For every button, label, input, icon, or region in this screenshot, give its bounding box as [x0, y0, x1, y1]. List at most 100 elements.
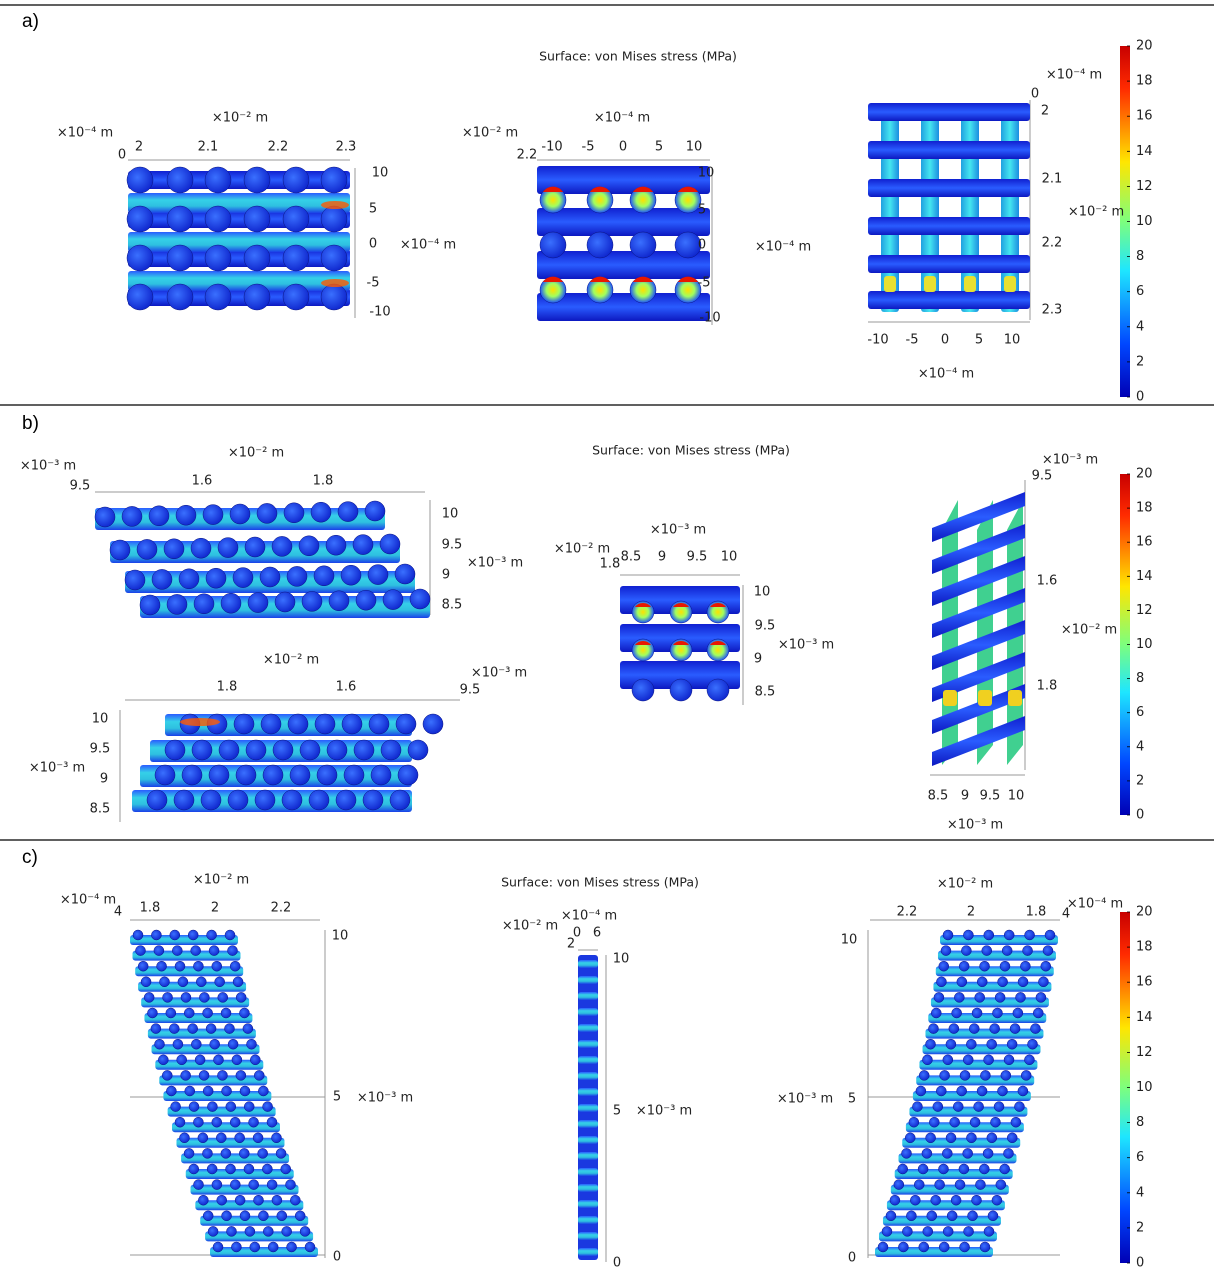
axis-label: ×10⁻⁴ m	[594, 111, 650, 126]
node	[630, 232, 656, 258]
colorbar-tick-label: 14	[1136, 144, 1153, 159]
node	[922, 1148, 932, 1158]
colorbar-tick-label: 8	[1136, 1115, 1144, 1130]
node	[894, 1180, 904, 1190]
node	[898, 1164, 908, 1174]
hotspot	[1004, 276, 1016, 292]
node	[927, 1211, 937, 1221]
node	[972, 1008, 982, 1018]
hotspot	[321, 279, 349, 287]
node	[1038, 977, 1048, 987]
rod	[155, 1060, 263, 1070]
node	[205, 245, 231, 271]
node	[987, 1039, 997, 1049]
axis-label: -5	[367, 276, 380, 291]
node	[934, 992, 944, 1002]
axis-label: 1.8	[1037, 679, 1058, 694]
axis-label: 2	[211, 901, 219, 916]
node	[966, 1039, 976, 1049]
node	[886, 1211, 896, 1221]
node	[1030, 1024, 1040, 1034]
node	[408, 740, 428, 760]
node	[277, 1211, 287, 1221]
rod	[578, 1024, 598, 1032]
node	[257, 503, 277, 523]
rod	[159, 1075, 267, 1085]
node	[233, 977, 243, 987]
node	[961, 946, 971, 956]
node	[321, 245, 347, 271]
rod	[895, 1169, 1013, 1179]
node	[707, 679, 729, 701]
rod	[141, 997, 249, 1007]
node	[954, 992, 964, 1002]
node	[216, 1133, 226, 1143]
node	[167, 206, 193, 232]
rod	[128, 271, 350, 291]
axis-label: 8.5	[621, 550, 642, 565]
node	[263, 765, 283, 785]
rod	[168, 1107, 276, 1117]
axis-label: 10	[1008, 789, 1025, 804]
axis-label: -5	[906, 333, 919, 348]
node	[149, 506, 169, 526]
node	[249, 1180, 259, 1190]
node	[931, 1008, 941, 1018]
node	[215, 977, 225, 987]
node	[287, 1242, 297, 1252]
node	[263, 1102, 273, 1112]
axis-label: 8.5	[755, 685, 776, 700]
node	[979, 1164, 989, 1174]
node	[996, 1180, 1006, 1190]
rod	[128, 232, 350, 252]
rod	[578, 1168, 598, 1176]
node	[162, 1070, 172, 1080]
node	[1014, 1102, 1024, 1112]
colorbar-tick-label: 4	[1136, 319, 1144, 334]
axis-label: 5	[655, 140, 663, 155]
node	[390, 790, 410, 810]
hotspot	[964, 276, 976, 292]
rod	[899, 1153, 1017, 1163]
colorbar-tick-label: 4	[1136, 739, 1144, 754]
node	[354, 740, 374, 760]
rod	[128, 171, 350, 189]
node	[203, 1211, 213, 1221]
node	[224, 1024, 234, 1034]
node	[902, 1226, 912, 1236]
node	[155, 1039, 165, 1049]
node	[1025, 930, 1035, 940]
axis-label: 9	[658, 550, 666, 565]
axis-label: 8.5	[90, 802, 111, 817]
node	[1033, 1008, 1043, 1018]
node	[368, 565, 388, 585]
node	[940, 1070, 950, 1080]
rod	[906, 1122, 1024, 1132]
rod	[578, 1136, 598, 1144]
node	[158, 1055, 168, 1065]
node	[170, 930, 180, 940]
colorbar-tick-label: 12	[1136, 603, 1153, 618]
node	[931, 1195, 941, 1205]
node	[207, 1102, 217, 1112]
node	[952, 1008, 962, 1018]
node	[133, 930, 143, 940]
node	[218, 538, 238, 558]
axis-label: -10	[699, 311, 720, 326]
node	[165, 740, 185, 760]
node	[217, 1195, 227, 1205]
axis-label: ×10⁻³ m	[777, 1092, 833, 1107]
node	[199, 992, 209, 1002]
axis-label: 9.5	[980, 789, 1001, 804]
axis-label: ×10⁻² m	[1061, 623, 1117, 638]
node	[283, 284, 309, 310]
node	[371, 765, 391, 785]
axis-label: 2.2	[1042, 236, 1063, 251]
node	[341, 565, 361, 585]
node	[1018, 1086, 1028, 1096]
plate	[868, 217, 1030, 235]
node	[1024, 1055, 1034, 1065]
colorbar-tick-label: 14	[1136, 569, 1153, 584]
axis-label: ×10⁻⁴ m	[561, 909, 617, 924]
axis-label: 1.6	[1037, 574, 1058, 589]
